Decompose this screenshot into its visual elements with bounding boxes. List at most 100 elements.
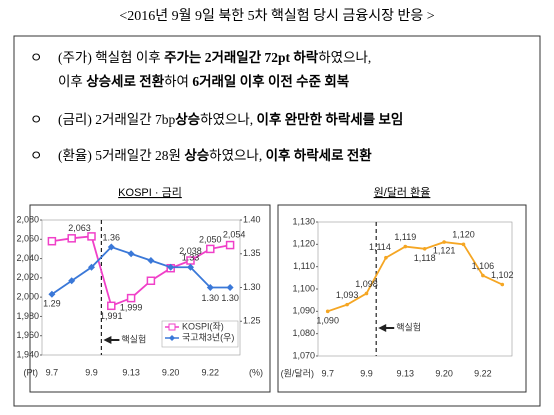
data-label: 2,063 [68, 223, 91, 233]
data-label: 1.29 [43, 299, 61, 309]
text-segment: 하였으나, [318, 50, 371, 65]
data-label: 1.30 [202, 293, 220, 303]
bullets: ㅇ (주가) 핵실험 이후 주가는 2거래일간 72pt 하락하였으나, 이후 상승… [30, 49, 403, 163]
y-tick-label: 1,940 [16, 349, 39, 359]
legend-marker [168, 323, 176, 331]
point [226, 284, 234, 291]
chart: KOSPI · 금리 1,940 1,960 1,980 2,000 2,020 2,040… [16, 186, 271, 393]
point [48, 290, 56, 298]
data-label: 1,991 [100, 311, 123, 321]
point [206, 284, 214, 291]
point [187, 263, 194, 271]
data-label: 1,093 [336, 290, 359, 300]
text-segment: 상승 [175, 112, 200, 127]
data-label: 1,120 [452, 230, 475, 240]
text-segment: 하였으나, [209, 148, 265, 163]
y-tick-label: 2,060 [16, 234, 39, 244]
data-label: 1.30 [221, 293, 239, 303]
y2-tick-label: 1.25 [243, 316, 261, 326]
point [206, 244, 215, 254]
x-tick-label: 9.22 [474, 368, 492, 378]
y-tick-label: 2,020 [16, 272, 39, 282]
y-unit: (Pt) [24, 367, 39, 377]
legend-label: 국고채3년(우) [182, 332, 234, 342]
point [147, 257, 155, 264]
data-label: 1,102 [491, 270, 514, 280]
y2-unit: (%) [249, 367, 263, 377]
bullet-marker: ㅇ [30, 112, 42, 127]
bullet-line: (주가) 핵실험 이후 주가는 2거래일간 72pt 하락하였으나, [58, 49, 371, 65]
chart-title: KOSPI · 금리 [118, 186, 182, 199]
bullet-marker: ㅇ [30, 148, 42, 163]
text-segment: (금리) 2거래일간 7bp [58, 112, 176, 127]
text-segment: 6거래일 이후 이전 수준 회복 [192, 73, 349, 89]
y-tick-label: 1,070 [292, 350, 315, 360]
y-tick-label: 2,040 [16, 253, 39, 263]
chart-title: 원/달러 환율 [374, 186, 431, 199]
point [87, 232, 96, 241]
bullet-marker: ㅇ [30, 50, 42, 65]
bullet-line: 이후 상승세로 전환하여 6거래일 이후 이전 수준 회복 [58, 73, 349, 89]
point [461, 242, 466, 247]
charts: KOSPI · 금리 1,940 1,960 1,980 2,000 2,020 2,040… [16, 186, 527, 393]
annotation: 핵실험 [121, 333, 146, 344]
page-title: <2016년 9월 9일 북한 5차 핵실험 당시 금융시장 반응 > [119, 8, 434, 24]
point [167, 263, 175, 271]
chart: 원/달러 환율1,0701,0801,0901,1001,1101,1201,1… [277, 186, 527, 393]
data-label: 1,098 [355, 279, 378, 289]
y-tick-label: 2,080 [16, 214, 39, 224]
y-tick-label: 1,090 [292, 306, 315, 316]
data-label: 1,999 [120, 302, 143, 312]
y-unit: (원/달러) [281, 367, 314, 378]
x-tick-label: 9.9 [360, 368, 373, 378]
text-segment: 하였으나, [200, 112, 256, 127]
data-label: 1,118 [414, 253, 436, 263]
point [127, 250, 135, 258]
point [107, 301, 116, 311]
x-tick-label: 9.22 [202, 367, 220, 377]
chart-frame [277, 204, 527, 393]
annotation-arrow [378, 324, 395, 332]
data-label: 1,090 [316, 316, 339, 326]
point [68, 277, 76, 285]
y-tick-label: 1,080 [292, 328, 315, 338]
data-label: 1,121 [433, 245, 456, 255]
y2-tick-label: 1.35 [243, 248, 261, 258]
y-tick-label: 1,960 [16, 330, 39, 340]
data-label: 2,050 [199, 234, 222, 244]
x-tick-label: 9.9 [85, 367, 98, 377]
data-label: 1.33 [182, 253, 200, 263]
point [225, 240, 235, 250]
y-tick-label: 1,130 [292, 216, 315, 226]
x-tick-label: 9.13 [122, 367, 140, 377]
text-segment: 하여 [164, 74, 192, 89]
y-tick-label: 1,100 [292, 283, 315, 293]
y-tick-label: 1,110 [293, 261, 315, 271]
legend-marker [169, 335, 175, 341]
point [146, 276, 156, 285]
x-tick-label: 9.13 [397, 368, 415, 378]
text-segment: (환율) 5거래일간 28원 [58, 148, 184, 163]
legend-label: KOSPI(좌) [182, 321, 224, 331]
point [345, 302, 349, 307]
text-segment: 이후 완만한 하락세를 보임 [257, 111, 404, 127]
point [403, 244, 408, 249]
text-segment: 상승세로 전환 [86, 73, 164, 89]
point [422, 247, 427, 251]
data-label: 2,038 [179, 246, 202, 256]
text-segment: 이후 [58, 74, 86, 89]
point [384, 255, 388, 260]
x-tick-label: 9.7 [46, 367, 59, 377]
text-segment: 상승 [184, 148, 209, 163]
point [67, 234, 76, 243]
point [442, 240, 446, 244]
text-segment: 2거래일간 72pt 하락 [205, 49, 319, 65]
data-label: 2,054 [223, 229, 246, 239]
series-line [327, 241, 503, 313]
point [481, 273, 485, 278]
series-line [51, 245, 231, 295]
annotation-arrow [103, 336, 120, 344]
data-label: 1,106 [472, 261, 495, 271]
bullet-line: (환율) 5거래일간 28원 상승하였으나, 이후 하락세로 전환 [58, 147, 372, 163]
point [126, 293, 136, 303]
